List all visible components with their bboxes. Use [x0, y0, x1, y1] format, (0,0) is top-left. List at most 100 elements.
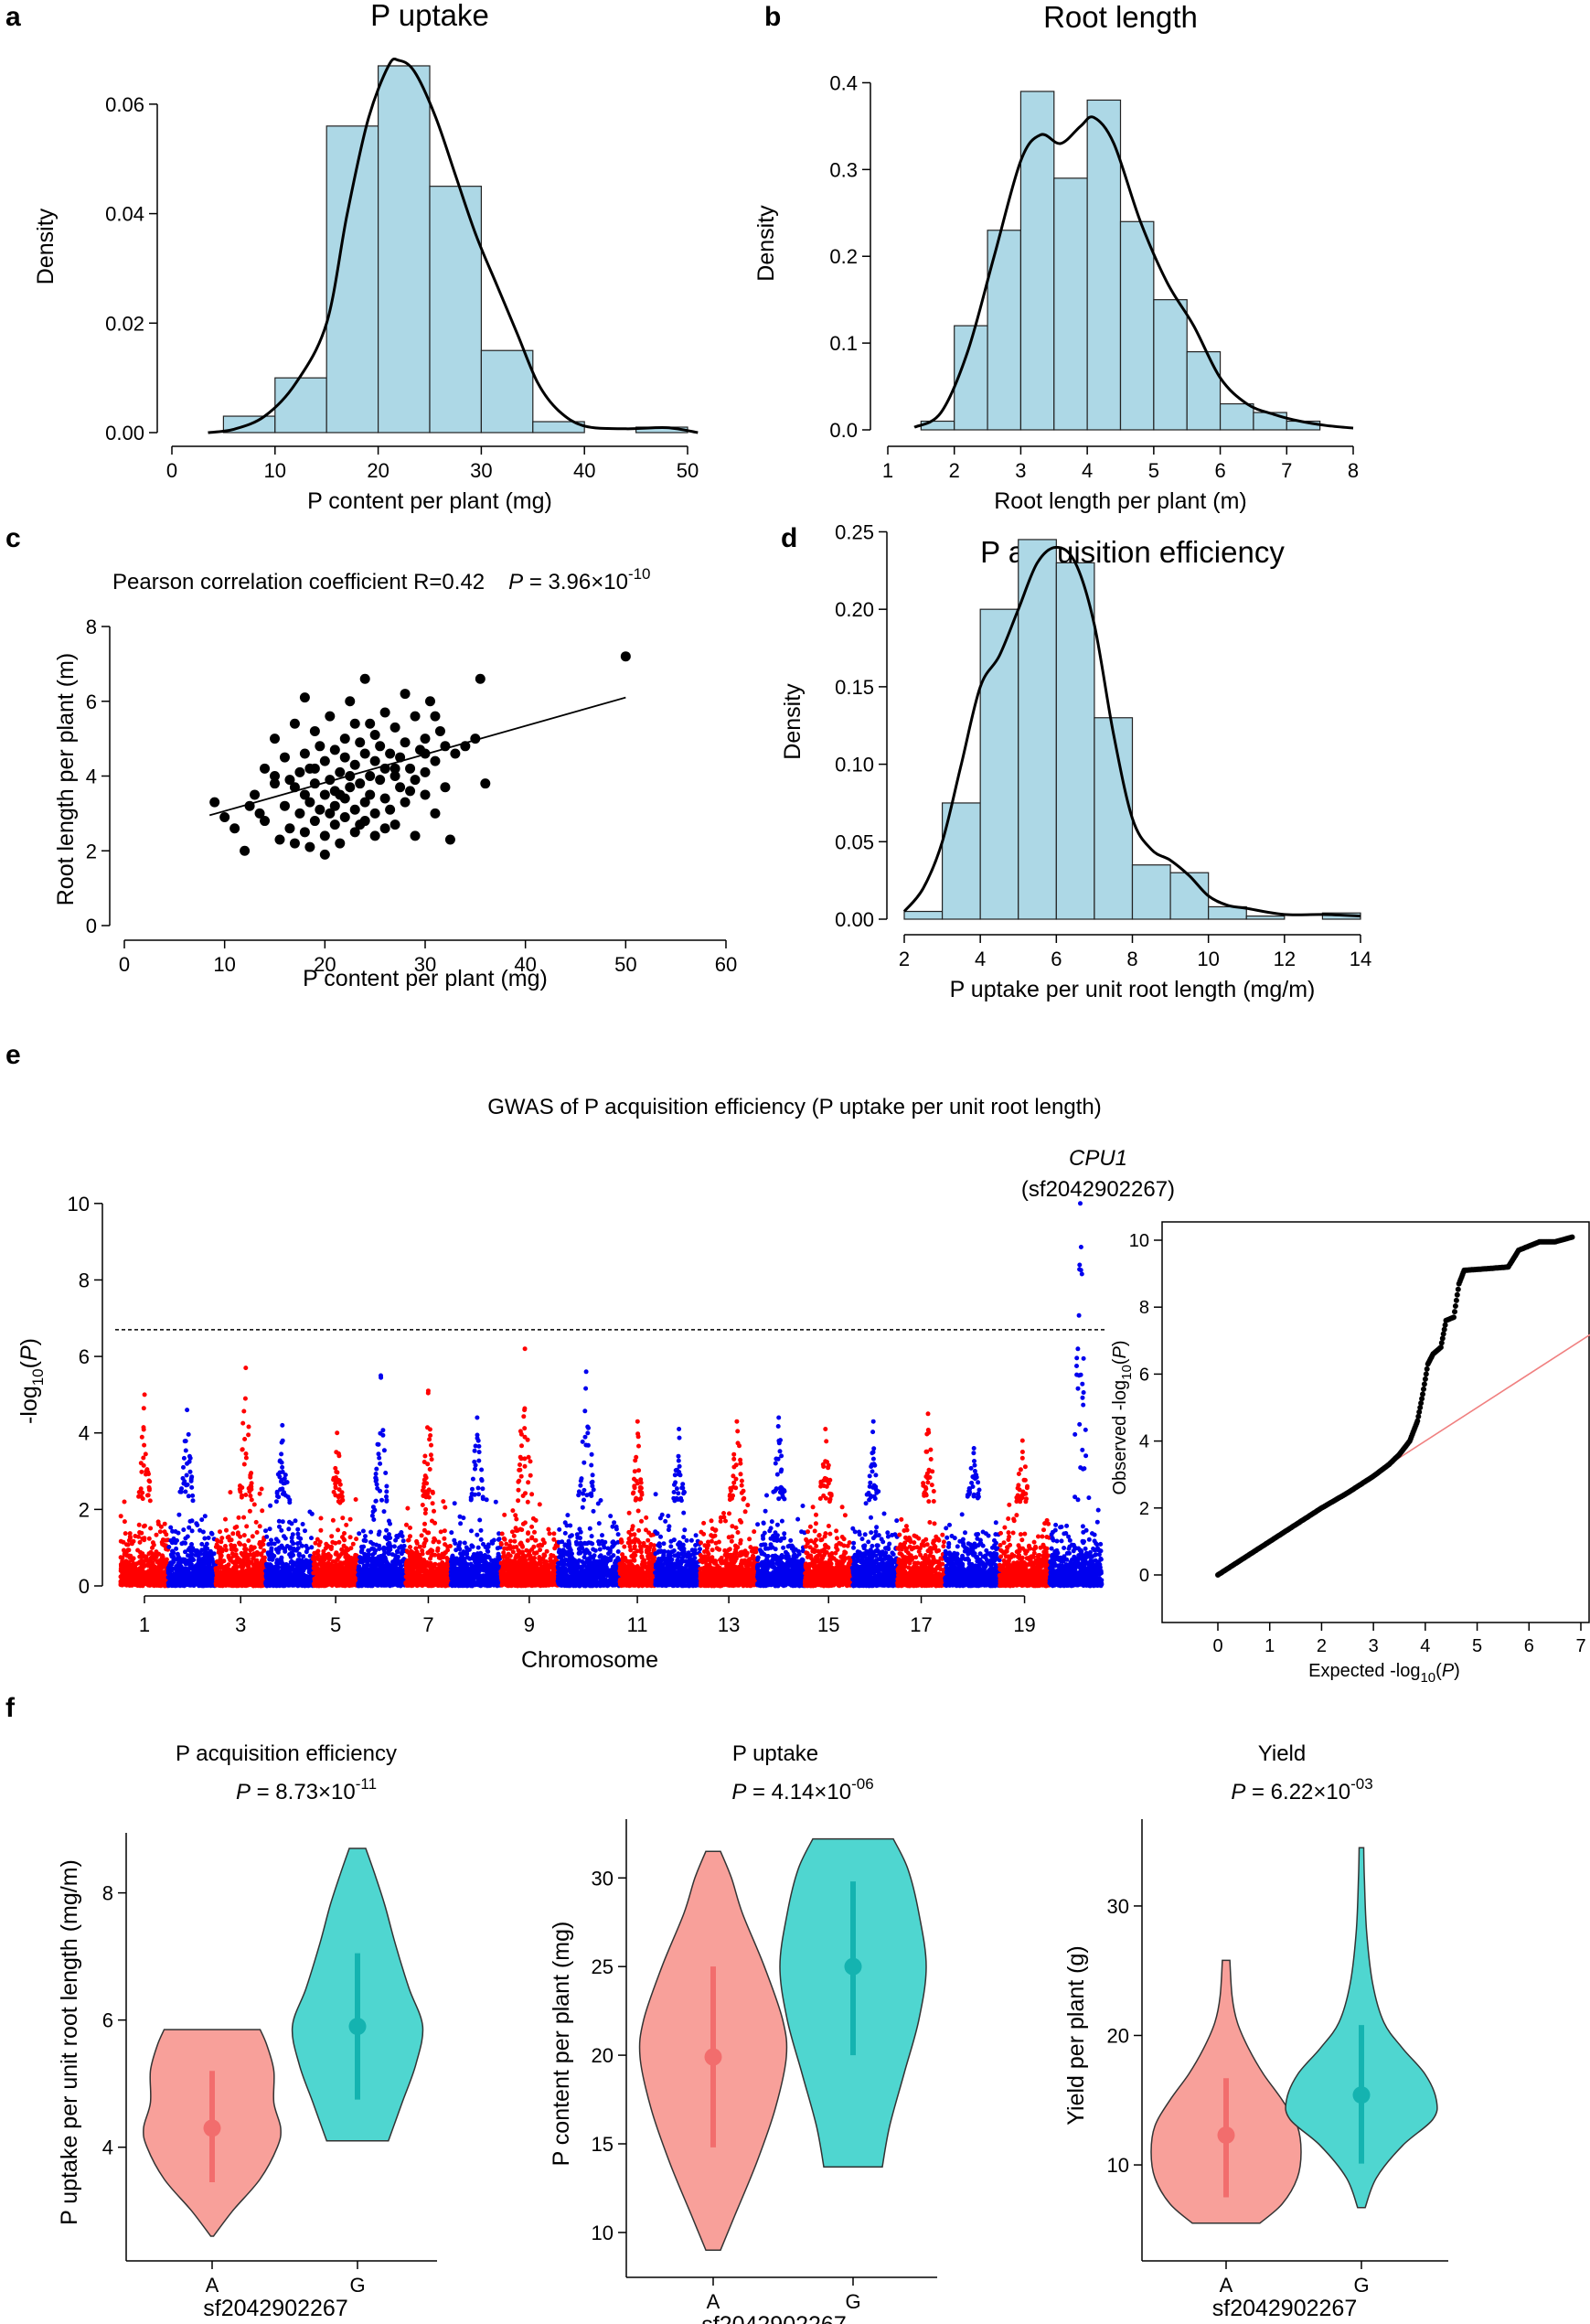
y-tick-label: 0.02 — [105, 312, 144, 335]
y-tick-label: 4 — [102, 2137, 113, 2159]
chromosome-18-snp-points — [943, 1446, 1002, 1589]
violin-A-median — [1217, 2126, 1235, 2145]
scatter-point — [444, 834, 455, 845]
scatter-point — [304, 797, 315, 808]
histogram-bar — [325, 125, 379, 434]
chart-e-manhattan: GWAS of P acquisition efficiency (P upta… — [16, 1095, 1175, 1673]
y-axis-label: -log10(P) — [16, 1338, 47, 1424]
y-tick-label: 0.3 — [829, 158, 858, 181]
scatter-point — [240, 845, 251, 856]
x-tick-label: 3 — [1015, 459, 1026, 482]
histogram-bar — [1186, 351, 1222, 431]
histogram-bar — [274, 377, 327, 434]
x-axis-label: sf2042902267 — [1212, 2296, 1357, 2321]
scatter-point — [329, 819, 340, 830]
histogram-bar — [378, 65, 431, 434]
scatter-point — [254, 808, 265, 819]
scatter-point — [410, 830, 421, 841]
scatter-point — [389, 771, 400, 781]
scatter-point — [335, 766, 346, 777]
chart-title: P uptake — [370, 0, 489, 32]
scatter-point — [400, 689, 411, 700]
chart-f-violin-uptake: P uptake P = 4.14×10-06 10 15 20 25 30 A Gsf2042… — [549, 1741, 937, 2324]
chromosome-3-snp-points — [213, 1365, 268, 1589]
scatter-point — [430, 711, 441, 722]
scatter-point — [405, 763, 416, 774]
chart-title: P uptake — [732, 1741, 818, 1766]
scatter-point — [355, 778, 366, 789]
scatter-point — [284, 775, 295, 786]
scatter-point — [480, 778, 491, 789]
y-axis-label: Density — [753, 205, 779, 282]
y-tick-label: 20 — [1107, 2025, 1129, 2048]
y-tick-label: 8 — [102, 1882, 113, 1905]
violin-G-median — [1352, 2086, 1371, 2104]
scatter-point — [365, 789, 376, 800]
qq-frame — [1161, 1221, 1590, 1623]
scatter-point — [309, 725, 320, 736]
x-tick-label: 8 — [1348, 459, 1359, 482]
x-tick-label-G: G — [349, 2274, 365, 2297]
y-tick-label: 6 — [1139, 1365, 1149, 1385]
chart-c-correlation: Pearson correlation coefficient R=0.42 P … — [53, 565, 737, 991]
histogram-bar — [979, 608, 1019, 920]
chart-title: Pearson correlation coefficient R=0.42 P … — [112, 565, 651, 594]
scatter-point — [369, 730, 380, 741]
scatter-point — [294, 808, 305, 819]
y-tick-label: 25 — [592, 1955, 614, 1978]
y-tick-label: 6 — [102, 2009, 113, 2032]
y-tick-label: 30 — [592, 1867, 614, 1890]
violin-G-median — [348, 2018, 367, 2036]
x-tick-label: 14 — [1350, 948, 1371, 970]
x-tick-label: 13 — [718, 1613, 740, 1636]
scatter-point — [335, 838, 346, 849]
x-tick-label-G: G — [1353, 2274, 1369, 2297]
scatter-point — [250, 789, 261, 800]
x-tick-label-A: A — [1220, 2274, 1233, 2297]
histogram-bar — [1119, 220, 1155, 431]
chromosome-9-snp-points — [498, 1346, 560, 1589]
scatter-point — [349, 718, 360, 729]
scatter-point — [365, 771, 376, 781]
scatter-point — [294, 766, 305, 777]
panel-letter-e: e — [5, 1040, 21, 1070]
scatter-point — [325, 808, 336, 819]
scatter-point — [369, 830, 380, 841]
y-axis-label: Root length per plant (m) — [53, 653, 79, 906]
y-tick-label: 20 — [592, 2044, 614, 2067]
y-tick-label: 10 — [592, 2222, 614, 2244]
scatter-point — [385, 804, 396, 815]
x-tick-label: 19 — [1013, 1613, 1035, 1636]
histogram-bar — [1153, 299, 1188, 431]
panel-letter-a: a — [5, 2, 21, 32]
x-axis-label: sf2042902267 — [203, 2296, 347, 2321]
y-tick-label: 15 — [592, 2133, 614, 2156]
scatter-point — [304, 841, 315, 852]
p-value-label: P = 6.22×10-03 — [1231, 1775, 1372, 1805]
x-tick-label: 11 — [627, 1613, 648, 1636]
scatter-point — [260, 816, 271, 827]
scatter-point — [395, 782, 406, 793]
x-tick-label: 0 — [1212, 1636, 1222, 1656]
x-tick-label: 20 — [314, 953, 336, 976]
scatter-point — [379, 823, 390, 834]
chart-title: Yield — [1258, 1741, 1306, 1766]
scatter-point — [315, 741, 325, 752]
violin-A-median — [203, 2119, 221, 2137]
histogram-bar — [1094, 717, 1134, 920]
scatter-point — [620, 651, 631, 662]
y-tick-label: 0.00 — [835, 908, 874, 931]
histogram-bar — [1086, 99, 1122, 431]
x-tick-label: 50 — [677, 459, 699, 482]
scatter-point — [335, 789, 346, 800]
x-tick-label: 40 — [573, 459, 595, 482]
chromosome-5-snp-points — [311, 1430, 361, 1589]
chart-b-root-length: Root length 0.0 0.1 0.2 0.3 0.4 1 2 3 4 5 6 7 8 Root l… — [753, 0, 1359, 514]
panel-letter-f: f — [5, 1693, 16, 1723]
x-tick-label: 0 — [119, 953, 130, 976]
panel-letter-d: d — [781, 523, 797, 553]
y-tick-label: 4 — [86, 766, 97, 788]
scatter-point — [279, 800, 290, 811]
x-tick-label: 9 — [524, 1613, 535, 1636]
x-tick-label: 6 — [1524, 1636, 1534, 1656]
